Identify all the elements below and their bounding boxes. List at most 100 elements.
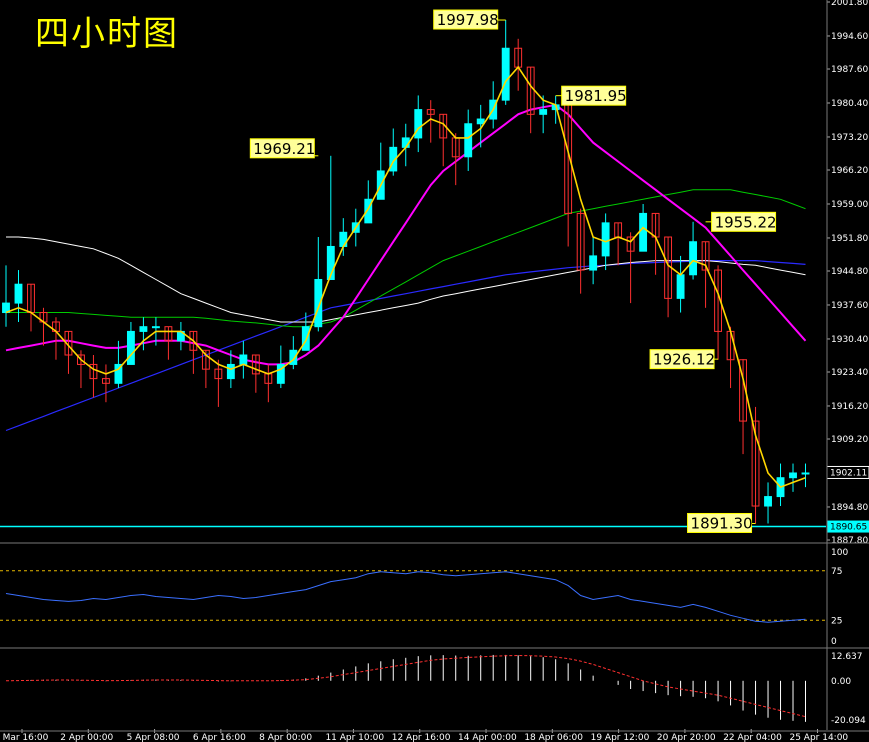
candle-body[interactable] bbox=[164, 326, 173, 342]
annotation-label: 1891.30 bbox=[691, 514, 753, 532]
candle-body[interactable] bbox=[226, 363, 235, 380]
rsi-ytick-label: 0 bbox=[831, 637, 837, 647]
price-ytick-label: 1944.80 bbox=[831, 267, 868, 277]
candle-body[interactable] bbox=[289, 349, 298, 365]
candle-body[interactable] bbox=[751, 420, 760, 507]
candle-body[interactable] bbox=[676, 274, 685, 299]
candle-body[interactable] bbox=[539, 109, 548, 115]
rsi-line bbox=[5, 571, 806, 623]
price-ytick-label: 1980.40 bbox=[831, 99, 868, 109]
candle-body[interactable] bbox=[339, 231, 348, 247]
annotation-box[interactable] bbox=[649, 349, 715, 370]
rsi-pane[interactable]: 100 75 25 0 bbox=[0, 548, 848, 647]
annotation-box[interactable] bbox=[687, 512, 753, 533]
price-ytick-label: 1887.80 bbox=[831, 536, 868, 546]
rsi-ytick-label: 75 bbox=[831, 567, 842, 577]
candle-body[interactable] bbox=[89, 363, 98, 380]
time-tick-label: 2 Apr 00:00 bbox=[60, 733, 113, 742]
rsi-ytick-label: 25 bbox=[831, 616, 842, 626]
macd-signal-line bbox=[5, 654, 806, 718]
candle-body[interactable] bbox=[2, 302, 10, 314]
macd-pane[interactable]: 12.637 0.00 -20.094 bbox=[5, 652, 866, 726]
candle-body[interactable] bbox=[576, 212, 585, 271]
annotation-box[interactable] bbox=[711, 211, 777, 232]
annotation-label: 1969.21 bbox=[253, 140, 315, 158]
candle-body[interactable] bbox=[151, 326, 160, 329]
candle-body[interactable] bbox=[714, 269, 722, 332]
candle-body[interactable] bbox=[426, 109, 435, 115]
candle-body[interactable] bbox=[764, 496, 772, 507]
candle-body[interactable] bbox=[801, 472, 810, 475]
candle-body[interactable] bbox=[389, 146, 398, 172]
time-tick-label: 20 Apr 20:00 bbox=[657, 733, 716, 742]
candle-body[interactable] bbox=[439, 113, 448, 139]
time-tick-label: 22 Apr 04:00 bbox=[723, 733, 782, 742]
time-tick-label: 18 Apr 06:00 bbox=[524, 733, 583, 742]
macd-ytick-label: -20.094 bbox=[831, 716, 866, 726]
time-tick-label: 14 Apr 00:00 bbox=[458, 733, 517, 742]
candle-body[interactable] bbox=[601, 222, 610, 257]
candle-body[interactable] bbox=[189, 330, 198, 351]
time-tick-label: 11 Apr 10:00 bbox=[325, 733, 384, 742]
candle-body[interactable] bbox=[276, 363, 285, 384]
chart-title: 四小时图 bbox=[35, 14, 179, 54]
candle-body[interactable] bbox=[589, 255, 598, 271]
candle-body[interactable] bbox=[739, 359, 747, 422]
ma-white-line bbox=[6, 236, 806, 323]
candle-body[interactable] bbox=[326, 245, 335, 280]
price-ytick-label: 1966.20 bbox=[831, 166, 868, 176]
annotation-box[interactable] bbox=[249, 138, 315, 159]
time-tick-label: 8 Apr 00:00 bbox=[259, 733, 312, 742]
candle-body[interactable] bbox=[214, 368, 223, 380]
time-axis: 1 Mar 16:00 2 Apr 00:00 5 Apr 08:00 6 Apr 1… bbox=[0, 729, 848, 742]
time-tick-label: 1 Mar 16:00 bbox=[0, 733, 49, 742]
time-tick-label: 6 Apr 16:00 bbox=[193, 733, 246, 742]
annotation-label: 1926.12 bbox=[653, 351, 715, 369]
candle-body[interactable] bbox=[626, 236, 635, 252]
ma-magenta-line bbox=[5, 103, 807, 366]
candle-body[interactable] bbox=[476, 118, 485, 125]
rsi-ytick-label: 100 bbox=[831, 548, 848, 558]
candle-body[interactable] bbox=[251, 354, 260, 375]
price-ytick-label: 1987.60 bbox=[831, 65, 868, 75]
annotation-label: 1981.95 bbox=[565, 87, 627, 105]
candle-body[interactable] bbox=[301, 326, 310, 351]
candle-body[interactable] bbox=[789, 472, 797, 479]
time-tick-label: 19 Apr 12:00 bbox=[591, 733, 650, 742]
candle-body[interactable] bbox=[14, 283, 23, 304]
annotation-label: 1955.22 bbox=[715, 213, 777, 231]
candle-body[interactable] bbox=[77, 354, 85, 365]
time-tick-label: 25 Apr 14:00 bbox=[789, 733, 848, 742]
candle-body[interactable] bbox=[701, 241, 710, 271]
candle-body[interactable] bbox=[114, 363, 123, 384]
candle-body[interactable] bbox=[239, 354, 248, 365]
candle-body[interactable] bbox=[126, 330, 135, 365]
candle-body[interactable] bbox=[364, 198, 373, 224]
candle-body[interactable] bbox=[201, 349, 210, 370]
candle-body[interactable] bbox=[102, 378, 110, 384]
candle-body[interactable] bbox=[501, 47, 510, 101]
candle-body[interactable] bbox=[689, 241, 698, 276]
candle-body[interactable] bbox=[314, 278, 323, 328]
ma-blue-line bbox=[5, 260, 806, 432]
price-ytick-label: 1959.00 bbox=[831, 200, 868, 210]
candle-body[interactable] bbox=[639, 212, 648, 252]
price-ytick-label: 1916.20 bbox=[831, 402, 868, 412]
ma-yellow-line bbox=[5, 65, 806, 489]
price-ytick-label: 1930.40 bbox=[831, 335, 868, 345]
macd-ytick-label: 0.00 bbox=[831, 677, 851, 687]
annotation-box[interactable] bbox=[433, 9, 499, 30]
price-ytick-label: 1973.20 bbox=[831, 133, 868, 143]
candle-body[interactable] bbox=[414, 109, 423, 139]
candle-body[interactable] bbox=[139, 326, 148, 332]
price-ytick-label: 1937.60 bbox=[831, 301, 868, 311]
candle-body[interactable] bbox=[64, 330, 73, 356]
price-ytick-label: 1894.80 bbox=[831, 503, 868, 513]
price-ytick-label: 1994.60 bbox=[831, 32, 868, 42]
candle-body[interactable] bbox=[464, 123, 473, 158]
price-pane[interactable]: 2001.80 1994.60 1987.60 1980.40 1973.20 1966.… bbox=[0, 0, 869, 546]
time-tick-label: 12 Apr 16:00 bbox=[392, 733, 451, 742]
annotation-box[interactable] bbox=[561, 85, 627, 106]
price-ytick-label: 1923.40 bbox=[831, 368, 868, 378]
